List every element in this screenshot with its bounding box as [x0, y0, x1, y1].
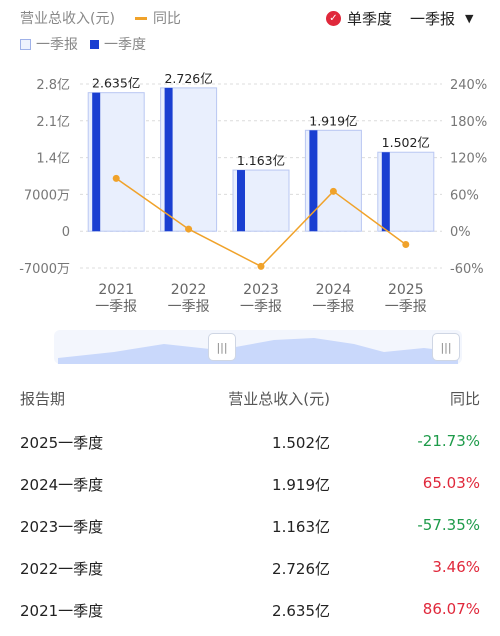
box-legend-swatch: [20, 38, 31, 50]
header-period: 报告期: [20, 390, 66, 408]
yoy-point: [112, 174, 120, 182]
row-yoy: 65.03%: [422, 474, 480, 492]
y-left-tick-label: 7000万: [24, 188, 70, 203]
row-yoy: 3.46%: [432, 558, 480, 576]
bar-data-label: 1.163亿: [237, 153, 285, 168]
yoy-point: [329, 187, 337, 195]
row-revenue: 1.163亿: [272, 518, 330, 536]
y-right-tick-label: 120%: [450, 152, 487, 167]
y-right-tick-label: 240%: [450, 78, 487, 93]
table-row[interactable]: 2023一季度 1.163亿 -57.35%: [0, 504, 500, 546]
legend-box-label: 一季报: [36, 37, 78, 53]
row-yoy: 86.07%: [422, 600, 480, 618]
bar-data-label: 1.502亿: [382, 135, 430, 150]
quarter-bar: [309, 130, 318, 232]
check-icon: ✓: [326, 11, 341, 26]
bar-data-label: 2.726亿: [164, 71, 212, 86]
row-period: 2022一季度: [20, 560, 104, 578]
legend-revenue-label: 营业总收入(元): [20, 11, 115, 27]
row-yoy: -57.35%: [417, 516, 480, 534]
caret-down-icon: ▼: [465, 12, 474, 25]
y-left-tick-label: 0: [62, 225, 70, 240]
quarter-bar: [381, 152, 390, 232]
row-period: 2023一季度: [20, 518, 104, 536]
yoy-point: [185, 225, 193, 233]
yoy-point: [402, 241, 410, 249]
legend-yoy-label: 同比: [152, 11, 181, 27]
x-tick-sublabel: 一季报: [385, 299, 427, 315]
single-quarter-label: 单季度: [347, 10, 393, 28]
x-tick-sublabel: 一季报: [312, 299, 354, 315]
row-period: 2025一季度: [20, 434, 104, 452]
y-right-tick-label: 180%: [450, 115, 487, 130]
table-row[interactable]: 2025一季度 1.502亿 -21.73%: [0, 420, 500, 462]
quarter-bar: [237, 170, 245, 232]
chart-header: 营业总收入(元) 同比 一季报 一季度 ✓ 单季度 一季报 ▼: [0, 0, 500, 60]
revenue-chart: 2.8亿 240% 2.1亿 180% 1.4亿 120% 7000万 60% 0 0% -7000…: [19, 71, 487, 315]
x-tick-label: 2022: [171, 282, 207, 298]
table-row[interactable]: 2024一季度 1.919亿 65.03%: [0, 462, 500, 504]
x-tick-sublabel: 一季报: [168, 299, 210, 315]
y-left-tick-label: 2.1亿: [36, 115, 70, 130]
table-header: 报告期 营业总收入(元) 同比: [0, 376, 500, 420]
range-slider[interactable]: ||| |||: [54, 330, 462, 364]
quarter-bar: [164, 87, 173, 232]
bar-data-label: 2.635亿: [92, 76, 140, 91]
y-right-tick-label: -60%: [450, 262, 484, 277]
revenue-table: 报告期 营业总收入(元) 同比 2025一季度 1.502亿 -21.73% 2…: [0, 376, 500, 630]
row-revenue: 1.919亿: [272, 476, 330, 494]
row-revenue: 1.502亿: [272, 434, 330, 452]
legend-bar-label: 一季度: [104, 37, 146, 53]
slider-right-handle[interactable]: |||: [432, 333, 460, 361]
y-left-tick-label: -7000万: [19, 262, 70, 277]
header-revenue: 营业总收入(元): [228, 390, 330, 408]
bar-legend-swatch: [90, 39, 99, 49]
row-period: 2021一季度: [20, 602, 104, 620]
row-revenue: 2.726亿: [272, 560, 330, 578]
x-tick-sublabel: 一季报: [240, 299, 282, 315]
period-dropdown[interactable]: 一季报 ▼: [410, 8, 473, 29]
y-left-tick-label: 1.4亿: [36, 152, 70, 167]
slider-left-handle[interactable]: |||: [208, 333, 236, 361]
line-legend-swatch: [134, 16, 147, 20]
x-tick-sublabel: 一季报: [95, 299, 137, 315]
table-row[interactable]: 2021一季度 2.635亿 86.07%: [0, 588, 500, 630]
single-quarter-toggle[interactable]: ✓ 单季度: [326, 8, 392, 29]
y-right-tick-label: 60%: [450, 188, 479, 203]
x-tick-label: 2021: [98, 282, 134, 298]
x-tick-label: 2024: [316, 282, 352, 298]
row-revenue: 2.635亿: [272, 602, 330, 620]
row-yoy: -21.73%: [417, 432, 480, 450]
x-tick-label: 2025: [388, 282, 424, 298]
yoy-point: [257, 262, 265, 270]
period-dropdown-label: 一季报: [410, 10, 456, 28]
legend-bottom: 一季报 一季度: [20, 34, 146, 54]
row-period: 2024一季度: [20, 476, 104, 494]
table-row[interactable]: 2022一季度 2.726亿 3.46%: [0, 546, 500, 588]
y-left-tick-label: 2.8亿: [36, 78, 70, 93]
header-yoy: 同比: [449, 390, 480, 408]
legend-top: 营业总收入(元) 同比: [20, 8, 181, 28]
y-right-tick-label: 0%: [450, 225, 471, 240]
bar-data-label: 1.919亿: [309, 113, 357, 128]
x-tick-label: 2023: [243, 282, 279, 298]
slider-preview: [58, 338, 458, 364]
quarter-bar: [92, 92, 101, 232]
